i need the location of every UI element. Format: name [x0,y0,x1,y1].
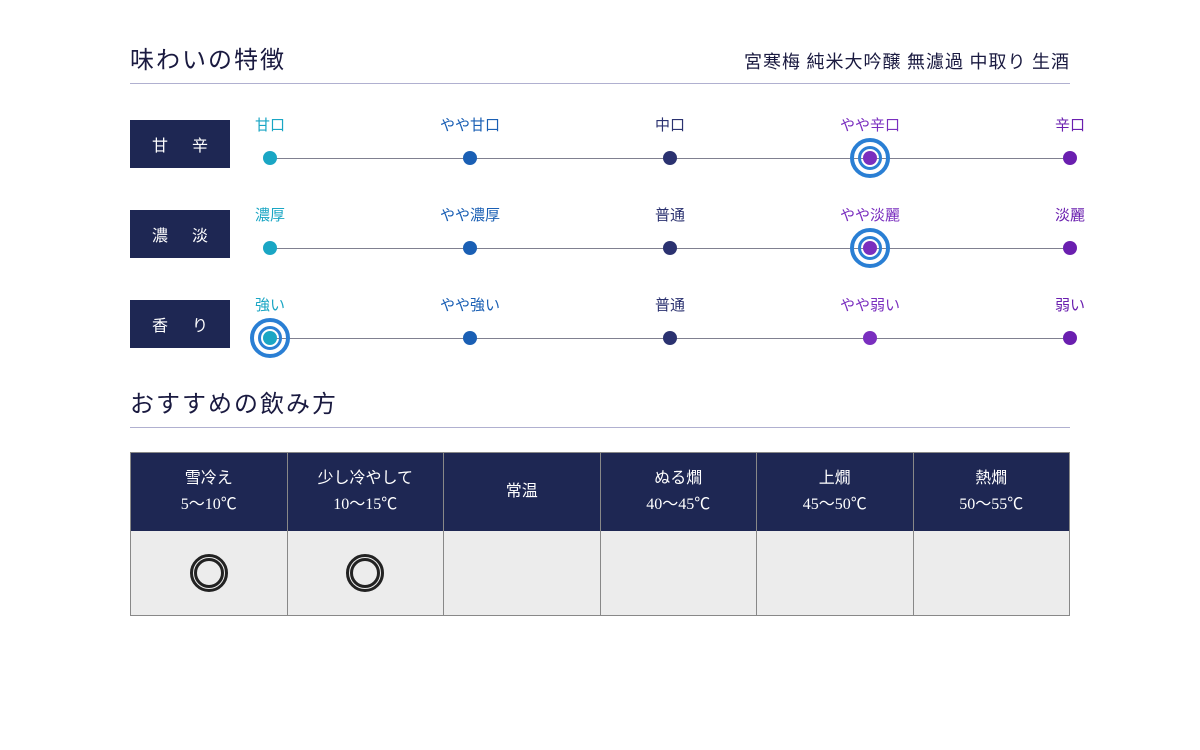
scale-stop: 中口 [630,114,710,156]
serving-cell [131,531,288,616]
stop-label: やや強い [430,294,510,314]
stop-label: 辛口 [1030,114,1110,134]
scale-stop: やや甘口 [430,114,510,156]
stop-dot [463,331,477,345]
serving-name: ぬる燗 [654,466,702,492]
serving-header: 雪冷え5～10℃ [131,453,288,531]
serving-title: おすすめの飲み方 [130,384,1070,428]
stop-dot [463,151,477,165]
scale-stop: 濃厚 [230,204,310,246]
scale-stop: 弱い [1030,294,1110,336]
stop-label: やや辛口 [830,114,910,134]
stop-label: やや淡麗 [830,204,910,224]
serving-table: 雪冷え5～10℃少し冷やして10～15℃常温ぬる燗40～45℃上燗45～50℃熱… [130,452,1070,616]
stop-dot [1063,331,1077,345]
serving-column: 雪冷え5～10℃ [131,453,288,616]
stop-dot [863,241,877,255]
scale-stop: 普通 [630,204,710,246]
section-title: 味わいの特徴 [130,40,286,75]
stop-dot [663,151,677,165]
taste-scales: 甘 辛甘口やや甘口中口やや辛口辛口濃 淡濃厚やや濃厚普通やや淡麗淡麗香 り強いや… [130,114,1070,354]
serving-name: 少し冷やして [317,466,413,492]
serving-name: 常温 [506,479,538,505]
taste-header: 味わいの特徴 宮寒梅 純米大吟醸 無濾過 中取り 生酒 [130,40,1070,84]
serving-cell [288,531,445,616]
scale-tag: 濃 淡 [130,210,230,258]
serving-cell [914,531,1071,616]
scale-row: 濃 淡濃厚やや濃厚普通やや淡麗淡麗 [130,204,1070,264]
stop-label: 中口 [630,114,710,134]
serving-column: 熱燗50～55℃ [914,453,1071,616]
serving-header: 熱燗50～55℃ [914,453,1071,531]
stop-label: やや濃厚 [430,204,510,224]
serving-column: 常温 [444,453,601,616]
serving-range: 45～50℃ [803,492,867,518]
stop-dot [663,241,677,255]
stop-dot [863,331,877,345]
recommend-mark-icon [346,554,384,592]
scale-stop: 淡麗 [1030,204,1110,246]
serving-range: 40～45℃ [646,492,710,518]
scale-stop: 強い [230,294,310,336]
serving-header: 上燗45～50℃ [757,453,914,531]
stop-dot [863,151,877,165]
serving-column: ぬる燗40～45℃ [601,453,758,616]
stop-dot [263,241,277,255]
stop-label: 普通 [630,204,710,224]
scale-track: 濃厚やや濃厚普通やや淡麗淡麗 [270,204,1070,264]
scale-track: 強いやや強い普通やや弱い弱い [270,294,1070,354]
serving-header: 少し冷やして10～15℃ [288,453,445,531]
scale-stop: やや辛口 [830,114,910,156]
serving-name: 雪冷え [185,466,233,492]
stop-label: 普通 [630,294,710,314]
serving-column: 少し冷やして10～15℃ [288,453,445,616]
stop-label: 甘口 [230,114,310,134]
serving-header: 常温 [444,453,601,531]
scale-tag: 甘 辛 [130,120,230,168]
serving-range: 5～10℃ [181,492,237,518]
scale-stop: やや弱い [830,294,910,336]
stop-label: 淡麗 [1030,204,1110,224]
recommend-mark-icon [190,554,228,592]
stop-label: 弱い [1030,294,1110,314]
stop-dot [263,151,277,165]
stop-label: やや弱い [830,294,910,314]
serving-header: ぬる燗40～45℃ [601,453,758,531]
scale-stop: 甘口 [230,114,310,156]
serving-cell [444,531,601,616]
scale-stop: 普通 [630,294,710,336]
serving-cell [757,531,914,616]
serving-range: 10～15℃ [333,492,397,518]
serving-range: 50～55℃ [959,492,1023,518]
stop-label: やや甘口 [430,114,510,134]
stop-dot [263,331,277,345]
scale-stop: やや淡麗 [830,204,910,246]
scale-stop: 辛口 [1030,114,1110,156]
serving-cell [601,531,758,616]
serving-name: 上燗 [819,466,851,492]
scale-row: 香 り強いやや強い普通やや弱い弱い [130,294,1070,354]
product-name: 宮寒梅 純米大吟醸 無濾過 中取り 生酒 [744,48,1070,74]
scale-track: 甘口やや甘口中口やや辛口辛口 [270,114,1070,174]
scale-row: 甘 辛甘口やや甘口中口やや辛口辛口 [130,114,1070,174]
stop-label: 強い [230,294,310,314]
scale-stop: やや濃厚 [430,204,510,246]
stop-dot [1063,241,1077,255]
stop-label: 濃厚 [230,204,310,224]
serving-name: 熱燗 [975,466,1007,492]
scale-stop: やや強い [430,294,510,336]
stop-dot [463,241,477,255]
stop-dot [663,331,677,345]
scale-tag: 香 り [130,300,230,348]
serving-column: 上燗45～50℃ [757,453,914,616]
stop-dot [1063,151,1077,165]
